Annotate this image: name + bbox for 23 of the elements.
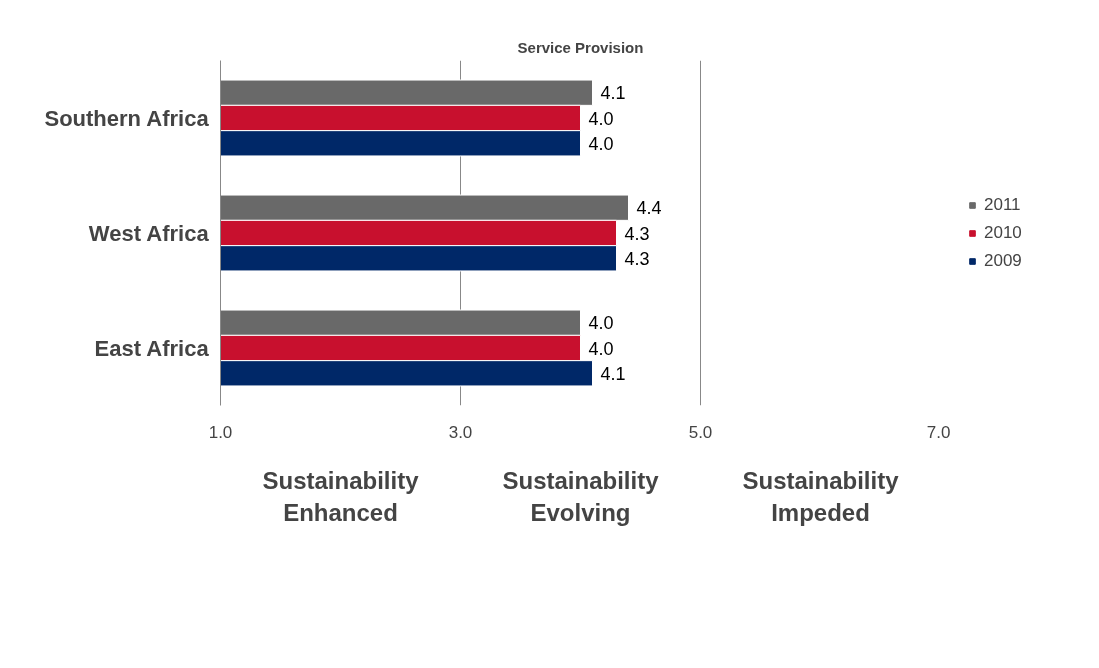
- x-tick-label: 5.0: [688, 422, 713, 442]
- x-tick-label: 7.0: [926, 422, 951, 442]
- data-label: 4.0: [588, 108, 614, 129]
- data-label: 4.3: [624, 223, 650, 244]
- data-label: 4.0: [588, 133, 614, 154]
- data-label: 4.0: [588, 338, 614, 359]
- text: Sustainability Impeded: [742, 466, 900, 526]
- data-label: 4.1: [600, 363, 626, 384]
- data-label: 4.1: [600, 83, 626, 104]
- data-label: 4.3: [624, 248, 650, 269]
- chart-title: Service Provision: [517, 38, 644, 56]
- y-tick-label: West Africa: [88, 220, 210, 246]
- y-tick-label: East Africa: [94, 335, 210, 361]
- x-tick-label: 3.0: [448, 422, 473, 442]
- text: Sustainability Evolving: [502, 466, 660, 526]
- legend-label: 2010: [984, 222, 1022, 243]
- x-tick-label: 1.0: [208, 422, 233, 442]
- legend-label: 2009: [984, 250, 1022, 271]
- legend-label: 2011: [984, 194, 1021, 215]
- data-label: 4.0: [588, 313, 614, 334]
- data-label: 4.4: [636, 198, 662, 219]
- text: Sustainability Enhanced: [262, 466, 420, 526]
- y-tick-label: Southern Africa: [44, 105, 210, 131]
